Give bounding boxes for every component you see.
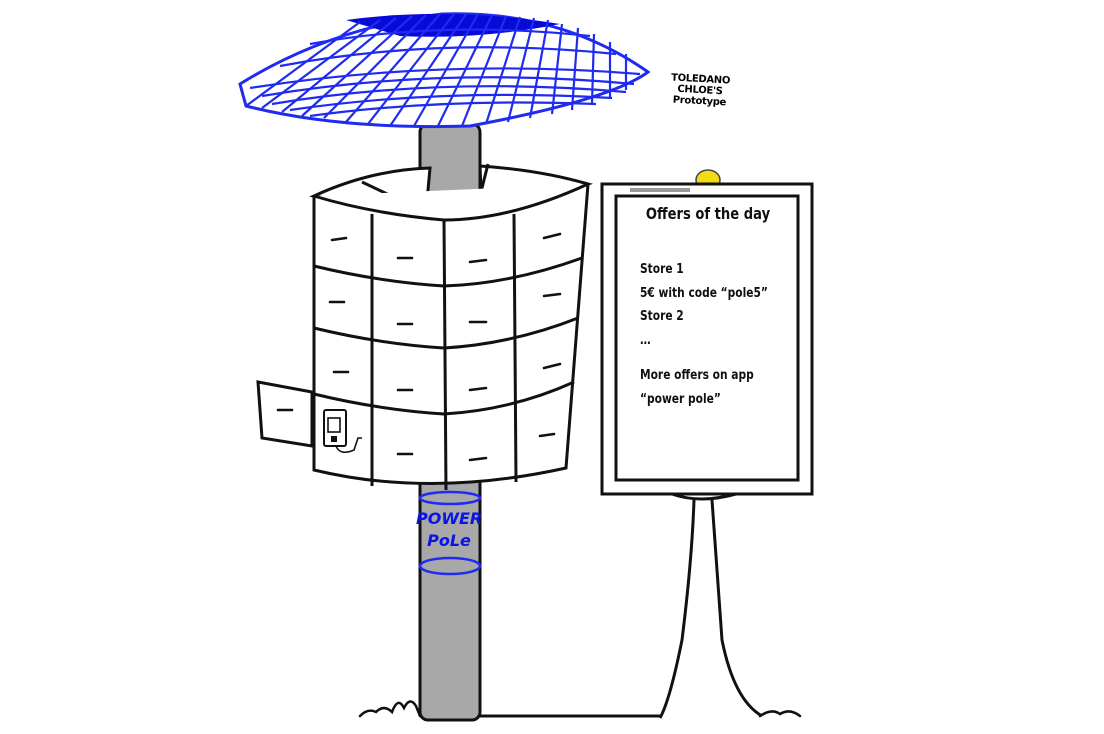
offers-sign: [600, 182, 814, 496]
sign-line: Store 2: [640, 309, 684, 324]
pole-label-line-1: POWER: [416, 509, 483, 528]
sign-line: “power pole”: [640, 391, 721, 407]
ground: [358, 700, 802, 718]
sign-line: Store 1: [640, 262, 684, 277]
pole-label-line-2: PoLe: [427, 531, 471, 550]
sign-lines: Store 1 5€ with code “pole5” Store 2 … M…: [640, 258, 768, 411]
sign-title: Offers of the day: [645, 204, 771, 223]
prototype-caption: TOLEDANO CHLOE'S Prototype: [659, 72, 741, 109]
sign-content: Offers of the day Store 1 5€ with code “…: [618, 200, 798, 470]
sign-line-gap: [640, 352, 768, 364]
sign-stand: [480, 492, 763, 719]
locker-box: [256, 163, 594, 491]
pole-label-band: [418, 490, 482, 576]
solar-panel: [238, 12, 651, 129]
sign-line: 5€ with code “pole5”: [640, 285, 768, 301]
pole-label: POWER PoLe: [416, 508, 482, 552]
sign-line: …: [640, 332, 651, 348]
sign-line: More offers on app: [640, 368, 754, 383]
